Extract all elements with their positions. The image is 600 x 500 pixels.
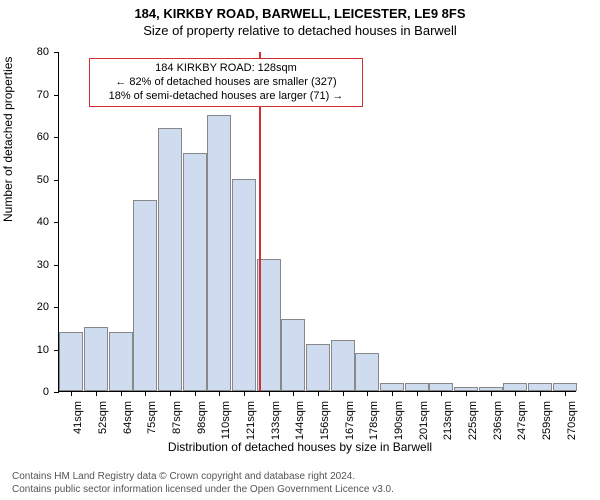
histogram-bar bbox=[405, 383, 429, 392]
title-block: 184, KIRKBY ROAD, BARWELL, LEICESTER, LE… bbox=[0, 6, 600, 38]
histogram-bar bbox=[158, 128, 182, 392]
y-tick-mark bbox=[54, 265, 59, 266]
x-tick-mark bbox=[244, 391, 245, 396]
x-tick-mark bbox=[565, 391, 566, 396]
x-tick-mark bbox=[195, 391, 196, 396]
x-tick-label: 270sqm bbox=[566, 401, 578, 440]
x-tick-label: 213sqm bbox=[442, 401, 454, 440]
histogram-bar bbox=[183, 153, 207, 391]
x-tick-mark bbox=[121, 391, 122, 396]
annotation-line2: ← 82% of detached houses are smaller (32… bbox=[96, 76, 356, 90]
x-tick-label: 167sqm bbox=[344, 401, 356, 440]
x-tick-mark bbox=[515, 391, 516, 396]
annotation-line1: 184 KIRKBY ROAD: 128sqm bbox=[96, 62, 356, 76]
footer-line2: Contains public sector information licen… bbox=[12, 484, 588, 497]
histogram-bar bbox=[355, 353, 379, 391]
footer-attribution: Contains HM Land Registry data © Crown c… bbox=[12, 471, 588, 496]
footer-line1: Contains HM Land Registry data © Crown c… bbox=[12, 471, 588, 484]
annotation-box: 184 KIRKBY ROAD: 128sqm← 82% of detached… bbox=[89, 58, 363, 107]
title-subtitle: Size of property relative to detached ho… bbox=[0, 23, 600, 38]
histogram-bar bbox=[306, 344, 330, 391]
histogram-bar bbox=[281, 319, 305, 391]
histogram-bar bbox=[59, 332, 83, 392]
x-tick-mark bbox=[71, 391, 72, 396]
histogram-bar bbox=[429, 383, 453, 392]
histogram-bar bbox=[207, 115, 231, 391]
x-tick-label: 87sqm bbox=[171, 401, 183, 434]
histogram-bar bbox=[528, 383, 552, 392]
x-tick-label: 98sqm bbox=[196, 401, 208, 434]
x-tick-label: 121sqm bbox=[245, 401, 257, 440]
x-tick-label: 247sqm bbox=[516, 401, 528, 440]
x-tick-label: 236sqm bbox=[492, 401, 504, 440]
x-tick-mark bbox=[170, 391, 171, 396]
histogram-bar bbox=[84, 327, 108, 391]
y-tick-mark bbox=[54, 392, 59, 393]
x-tick-mark bbox=[540, 391, 541, 396]
x-tick-label: 156sqm bbox=[319, 401, 331, 440]
x-tick-label: 144sqm bbox=[294, 401, 306, 440]
x-tick-mark bbox=[145, 391, 146, 396]
histogram-bar bbox=[553, 383, 577, 392]
x-tick-label: 190sqm bbox=[393, 401, 405, 440]
histogram-bar bbox=[503, 383, 527, 392]
x-tick-label: 75sqm bbox=[146, 401, 158, 434]
x-tick-mark bbox=[466, 391, 467, 396]
histogram-bar bbox=[133, 200, 157, 391]
x-axis-label: Distribution of detached houses by size … bbox=[0, 440, 600, 454]
x-tick-mark bbox=[491, 391, 492, 396]
x-tick-label: 178sqm bbox=[368, 401, 380, 440]
x-tick-mark bbox=[318, 391, 319, 396]
x-tick-mark bbox=[293, 391, 294, 396]
chart-container: 184, KIRKBY ROAD, BARWELL, LEICESTER, LE… bbox=[0, 0, 600, 500]
title-address: 184, KIRKBY ROAD, BARWELL, LEICESTER, LE… bbox=[0, 6, 600, 21]
x-tick-mark bbox=[219, 391, 220, 396]
x-tick-mark bbox=[367, 391, 368, 396]
histogram-bar bbox=[331, 340, 355, 391]
x-tick-label: 259sqm bbox=[541, 401, 553, 440]
x-tick-mark bbox=[269, 391, 270, 396]
y-tick-mark bbox=[54, 52, 59, 53]
x-tick-label: 64sqm bbox=[122, 401, 134, 434]
x-tick-label: 41sqm bbox=[72, 401, 84, 434]
y-tick-mark bbox=[54, 137, 59, 138]
x-tick-mark bbox=[441, 391, 442, 396]
x-tick-mark bbox=[392, 391, 393, 396]
y-tick-mark bbox=[54, 95, 59, 96]
x-tick-mark bbox=[343, 391, 344, 396]
annotation-line3: 18% of semi-detached houses are larger (… bbox=[96, 90, 356, 104]
y-tick-mark bbox=[54, 180, 59, 181]
plot-area: 0102030405060708041sqm52sqm64sqm75sqm87s… bbox=[58, 52, 576, 392]
histogram-bar bbox=[232, 179, 256, 392]
x-tick-mark bbox=[96, 391, 97, 396]
x-tick-label: 52sqm bbox=[97, 401, 109, 434]
x-tick-label: 133sqm bbox=[270, 401, 282, 440]
y-tick-mark bbox=[54, 222, 59, 223]
histogram-bar bbox=[109, 332, 133, 392]
x-tick-label: 110sqm bbox=[220, 401, 232, 439]
histogram-bar bbox=[380, 383, 404, 392]
y-tick-mark bbox=[54, 350, 59, 351]
x-tick-mark bbox=[417, 391, 418, 396]
x-tick-label: 225sqm bbox=[467, 401, 479, 440]
x-tick-label: 201sqm bbox=[418, 401, 430, 440]
y-tick-mark bbox=[54, 307, 59, 308]
y-axis-label: Number of detached properties bbox=[1, 57, 15, 222]
